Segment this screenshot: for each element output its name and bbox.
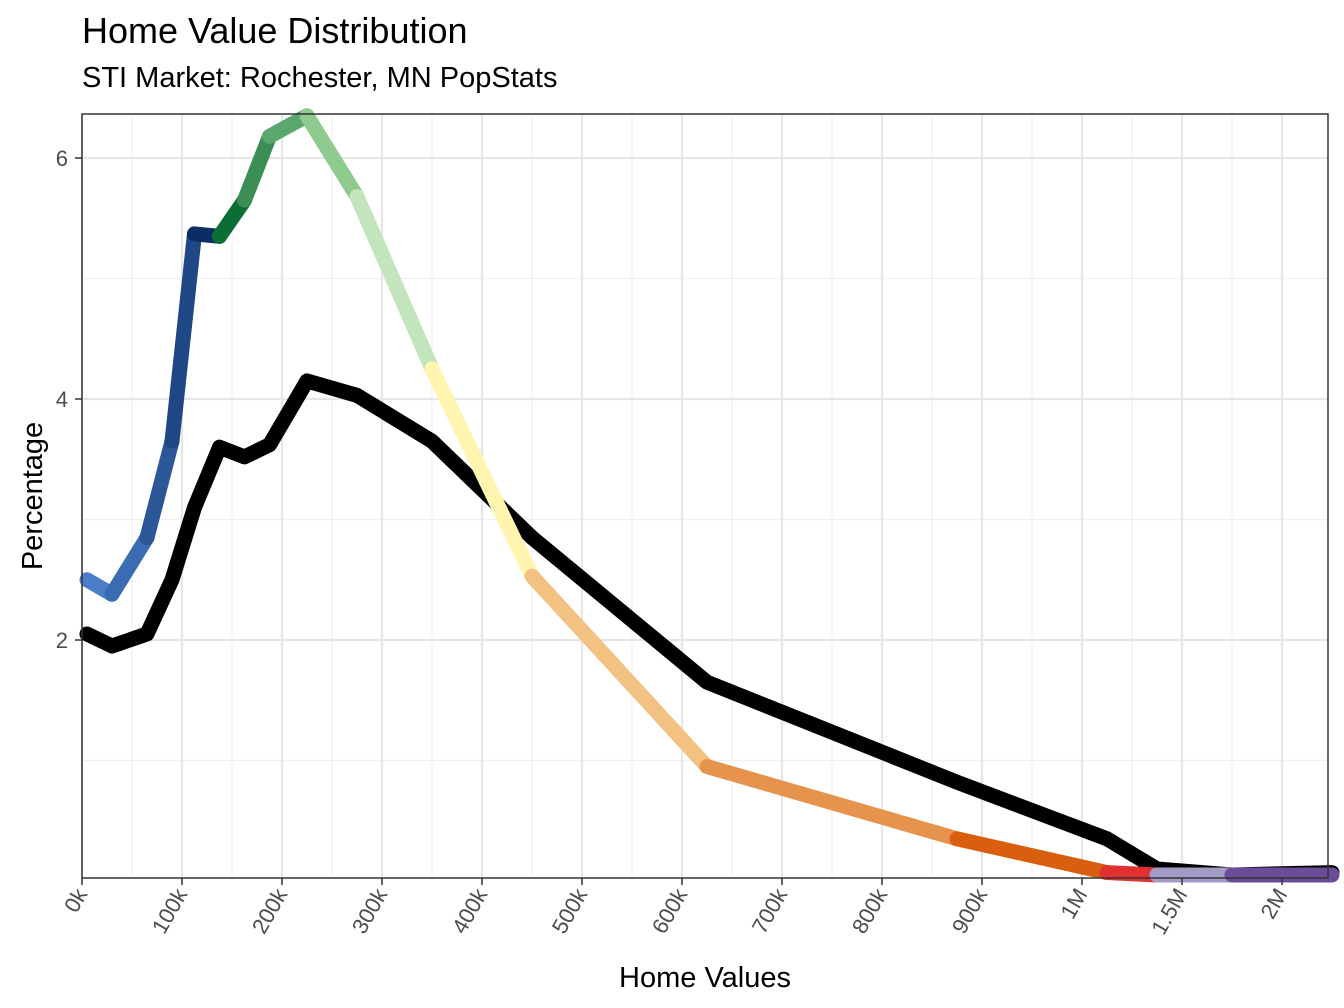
colored-series-segment	[104, 530, 155, 602]
x-tick-label: 500k	[547, 883, 593, 938]
series-group	[79, 108, 1340, 883]
y-tick-label: 2	[56, 628, 68, 653]
x-tick-label: 300k	[347, 883, 393, 938]
plot-border	[81, 113, 1329, 879]
y-tick-label: 6	[56, 146, 68, 171]
x-tick-label: 2M	[1255, 884, 1292, 923]
x-tick-label: 600k	[647, 883, 693, 938]
x-tick-label: 900k	[947, 883, 993, 938]
x-tick-label: 100k	[147, 883, 193, 938]
colored-series-segment	[699, 759, 965, 847]
colored-series-segment	[164, 226, 202, 449]
chart-subtitle: STI Market: Rochester, MN PopStats	[82, 62, 558, 94]
black-series-line	[79, 373, 1340, 883]
x-tick-label: 200k	[247, 883, 293, 938]
y-tick-label: 4	[56, 387, 68, 412]
colored-series-segment	[424, 361, 540, 584]
colored-series-segment	[524, 568, 715, 775]
x-tick-label: 800k	[847, 883, 893, 938]
x-axis-title: Home Values	[619, 962, 791, 994]
colored-series-segment	[237, 128, 277, 208]
x-tick-label: 1M	[1055, 884, 1092, 923]
colored-series-segment	[949, 831, 1115, 881]
x-tick-label: 0k	[59, 883, 93, 916]
colored-series-segment	[299, 108, 365, 205]
plot-panel	[82, 114, 1328, 878]
colored-series-segment	[139, 433, 180, 546]
x-tick-label: 700k	[747, 883, 793, 938]
y-axis-title: Percentage	[17, 422, 49, 570]
chart-title: Home Value Distribution	[82, 10, 468, 51]
x-tick-label: 400k	[447, 883, 493, 938]
colored-series-segment	[349, 189, 440, 377]
colored-series-segment	[1099, 865, 1165, 883]
x-tick-label: 1.5M	[1146, 884, 1192, 939]
